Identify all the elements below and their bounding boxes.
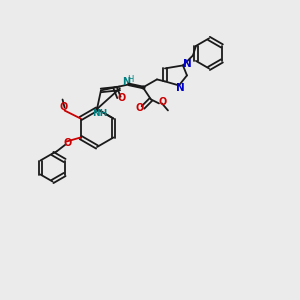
Text: N: N	[122, 77, 130, 87]
Text: O: O	[136, 103, 144, 113]
Text: H: H	[127, 75, 133, 84]
Text: O: O	[59, 103, 68, 112]
Text: NH: NH	[92, 110, 108, 118]
Text: N: N	[183, 59, 191, 69]
Text: N: N	[176, 83, 184, 93]
Text: O: O	[118, 93, 126, 103]
Text: O: O	[63, 139, 72, 148]
Text: O: O	[159, 98, 167, 107]
